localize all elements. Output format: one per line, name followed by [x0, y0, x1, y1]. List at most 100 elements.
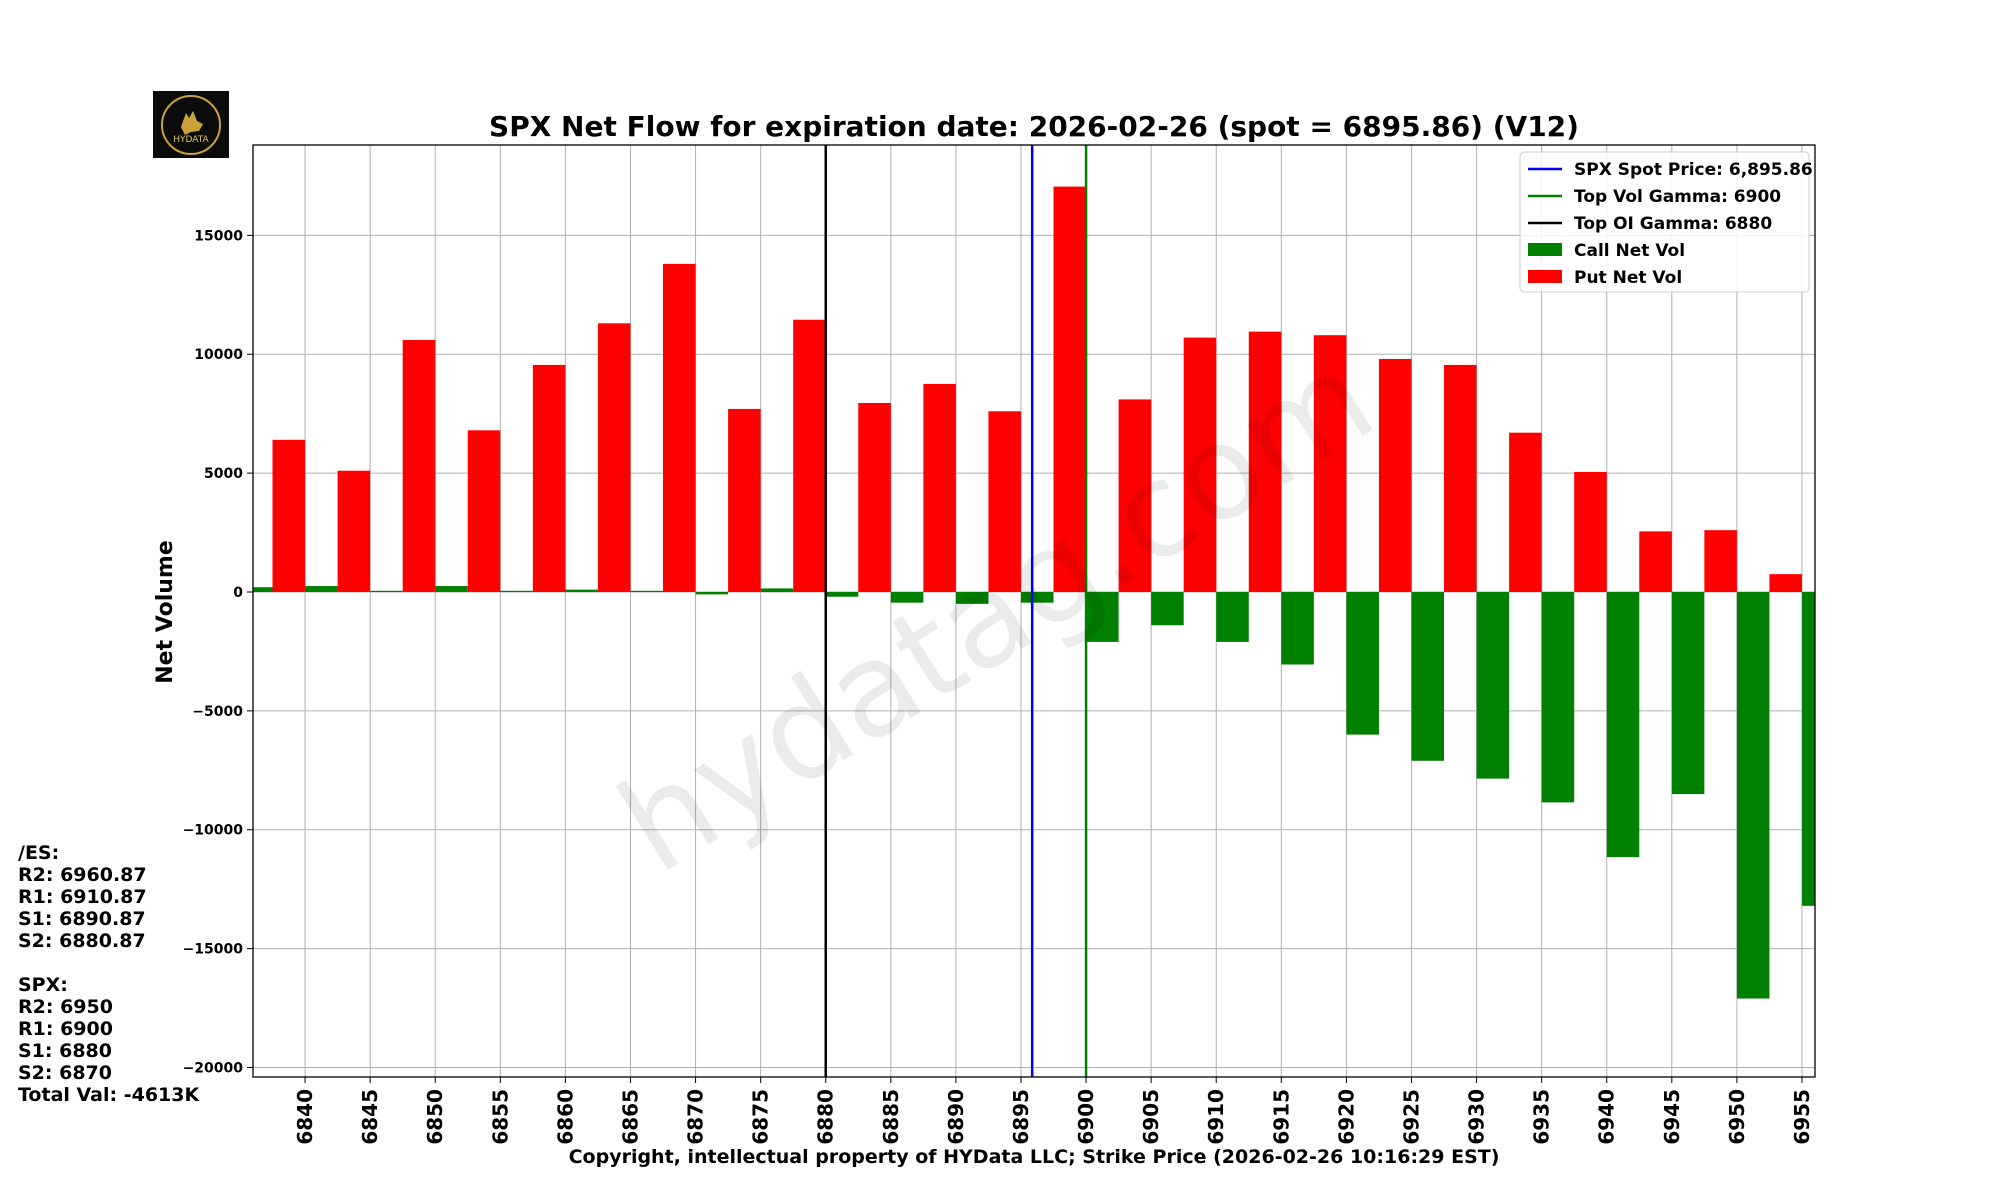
- y-tick-label: −10000: [183, 823, 244, 839]
- support-resistance-notes: /ES: R2: 6960.87 R1: 6910.87 S1: 6890.87…: [18, 842, 199, 1106]
- es-header: /ES:: [18, 842, 60, 864]
- x-tick-label: 6845: [358, 1089, 382, 1145]
- legend-bar-swatch: [1528, 270, 1562, 283]
- x-tick-label: 6865: [618, 1089, 642, 1145]
- call-net-vol-bar: [1801, 591, 1815, 906]
- put-net-vol-bar: [1574, 471, 1607, 592]
- call-net-vol-bar: [1020, 591, 1054, 603]
- legend-label: Top Vol Gamma: 6900: [1574, 187, 1781, 207]
- x-tick-label: 6855: [488, 1089, 512, 1145]
- es-s1: S1: 6890.87: [18, 908, 146, 930]
- legend-box: [1519, 151, 1810, 293]
- x-tick-label: 6920: [1334, 1089, 1358, 1145]
- x-tick-label: 6890: [944, 1089, 968, 1145]
- x-tick-label: 6910: [1204, 1089, 1228, 1145]
- call-net-vol-bar: [890, 591, 924, 603]
- x-tick-label: 6895: [1009, 1089, 1033, 1145]
- put-net-vol-bar: [793, 319, 826, 592]
- put-net-vol-bar: [597, 323, 631, 592]
- tick-layer: −20000 −15000 −10000 −5000 0 5000 10000 15000 68…: [183, 228, 1814, 1144]
- x-tick-label: 6860: [553, 1089, 577, 1145]
- y-tick-label: −15000: [183, 942, 244, 958]
- legend-label: Call Net Vol: [1574, 241, 1685, 261]
- put-net-vol-bar: [337, 470, 371, 592]
- x-tick-label: 6930: [1465, 1089, 1489, 1145]
- put-net-vol-bar: [858, 402, 891, 592]
- put-net-vol-bar: [1769, 574, 1802, 592]
- x-tick-label: 6885: [879, 1089, 903, 1145]
- es-r1: R1: 6910.87: [18, 886, 147, 908]
- y-tick-label: −5000: [192, 704, 243, 720]
- x-tick-label: 6880: [814, 1089, 838, 1145]
- put-net-vol-bar: [1248, 331, 1282, 592]
- x-tick-label: 6950: [1725, 1089, 1749, 1145]
- legend-label: Put Net Vol: [1574, 268, 1682, 288]
- call-net-vol-bar: [1476, 591, 1510, 779]
- call-net-vol-bar: [1086, 591, 1119, 642]
- x-tick-label: 6925: [1399, 1089, 1423, 1145]
- call-net-vol-bar: [760, 588, 794, 592]
- call-net-vol-bar: [1281, 591, 1314, 665]
- es-r2: R2: 6960.87: [18, 864, 147, 886]
- watermark: hydatag.com: [594, 321, 1398, 902]
- x-tick-label: 6935: [1530, 1089, 1554, 1145]
- call-net-vol-bar: [565, 589, 598, 592]
- y-axis-label: Net Volume: [153, 540, 178, 684]
- x-tick-label: 6840: [293, 1089, 317, 1145]
- put-net-vol-bar: [1053, 186, 1087, 592]
- call-net-vol-bar: [825, 591, 859, 597]
- put-net-vol-bar: [1444, 364, 1477, 592]
- call-net-vol-bar: [1411, 591, 1445, 761]
- bar-layer: [253, 186, 1815, 999]
- put-net-vol-bar: [923, 383, 956, 592]
- total-value: Total Val: -4613K: [18, 1084, 200, 1106]
- call-net-vol-bar: [435, 586, 468, 592]
- call-net-vol-bar: [1541, 591, 1575, 803]
- x-tick-label: 6870: [684, 1089, 708, 1145]
- call-net-vol-bar: [1151, 591, 1184, 626]
- legend-label: Top OI Gamma: 6880: [1574, 214, 1772, 234]
- legend: SPX Spot Price: 6,895.86 Top Vol Gamma: 6…: [1519, 151, 1813, 293]
- put-net-vol-bar: [532, 364, 566, 592]
- legend-label: SPX Spot Price: 6,895.86: [1574, 160, 1813, 180]
- put-net-vol-bar: [1378, 358, 1412, 592]
- put-net-vol-bar: [1313, 335, 1347, 592]
- call-net-vol-bar: [500, 590, 533, 592]
- call-net-vol-bar: [253, 587, 273, 592]
- logo-text: HYDATA: [173, 135, 209, 145]
- put-net-vol-bar: [1509, 432, 1542, 592]
- spx-r2: R2: 6950: [18, 996, 113, 1018]
- put-net-vol-bar: [402, 339, 436, 592]
- x-tick-label: 6955: [1790, 1089, 1814, 1145]
- call-net-vol-bar: [1346, 591, 1379, 735]
- x-axis-label: Copyright, intellectual property of HYDa…: [569, 1146, 1500, 1168]
- es-s2: S2: 6880.87: [18, 930, 146, 952]
- legend-bar-swatch: [1528, 243, 1562, 256]
- put-net-vol-bar: [988, 411, 1021, 592]
- wolf-icon: [181, 111, 203, 135]
- spx-s2: S2: 6870: [18, 1062, 112, 1084]
- y-tick-label: −20000: [183, 1060, 244, 1076]
- call-net-vol-bar: [1216, 591, 1249, 642]
- chart-title: SPX Net Flow for expiration date: 2026-0…: [489, 110, 1579, 143]
- spx-header: SPX:: [18, 974, 68, 996]
- x-tick-label: 6900: [1074, 1089, 1098, 1145]
- x-tick-label: 6850: [423, 1089, 447, 1145]
- put-net-vol-bar: [272, 439, 306, 592]
- spx-r1: R1: 6900: [18, 1018, 113, 1040]
- put-net-vol-bar: [728, 408, 761, 592]
- call-net-vol-bar: [1736, 591, 1770, 999]
- x-tick-label: 6875: [749, 1089, 773, 1145]
- y-tick-label: 0: [233, 585, 243, 601]
- axes-frame: [252, 144, 1816, 1078]
- x-tick-label: 6915: [1269, 1089, 1293, 1145]
- call-net-vol-bar: [1606, 591, 1640, 858]
- call-net-vol-bar: [955, 591, 989, 604]
- put-net-vol-bar: [1118, 399, 1152, 592]
- put-net-vol-bar: [1704, 530, 1737, 592]
- x-tick-label: 6945: [1660, 1089, 1684, 1145]
- spx-s1: S1: 6880: [18, 1040, 112, 1062]
- call-net-vol-bar: [305, 586, 338, 592]
- y-tick-label: 5000: [204, 466, 243, 482]
